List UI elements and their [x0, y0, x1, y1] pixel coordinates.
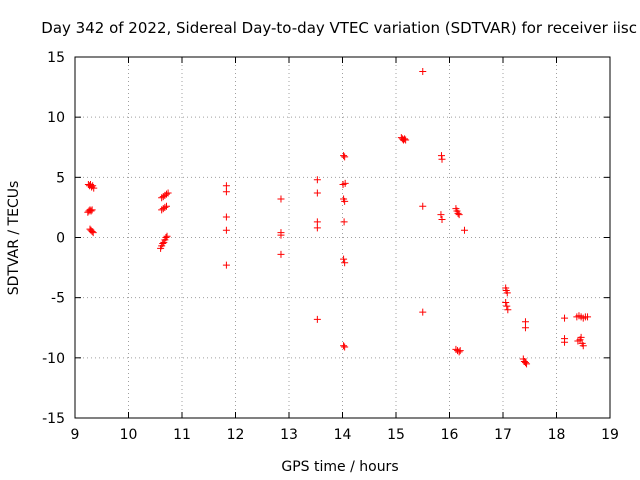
x-tick-label: 16 — [441, 427, 459, 443]
data-point — [503, 302, 511, 310]
data-point — [277, 195, 285, 203]
x-axis-label: GPS time / hours — [281, 459, 398, 475]
data-point — [87, 207, 95, 215]
x-tick-label: 12 — [227, 427, 245, 443]
data-point — [222, 261, 230, 269]
data-point — [419, 202, 427, 210]
data-point — [561, 314, 569, 322]
x-tick-label: 9 — [71, 427, 80, 443]
x-tick-label: 14 — [334, 427, 352, 443]
y-tick-label: 10 — [47, 110, 65, 126]
data-point — [88, 206, 96, 214]
data-point — [577, 333, 585, 341]
data-point — [455, 211, 463, 219]
data-point — [438, 215, 446, 223]
data-point — [502, 298, 510, 306]
x-tick-label: 13 — [280, 427, 298, 443]
y-tick-labels: -15 -10 -5 0 5 10 15 — [42, 50, 65, 427]
data-point — [504, 306, 512, 314]
data-point — [277, 231, 285, 239]
data-point — [313, 315, 321, 323]
data-point — [521, 324, 529, 332]
y-tick-label: 15 — [47, 50, 65, 66]
y-tick-label: -5 — [51, 291, 65, 307]
data-point — [419, 67, 427, 75]
data-point — [523, 360, 531, 368]
data-point — [401, 135, 409, 143]
x-tick-label: 19 — [601, 427, 619, 443]
data-point — [313, 189, 321, 197]
data-point — [313, 218, 321, 226]
data-point — [437, 211, 445, 219]
data-point — [277, 250, 285, 258]
data-point — [222, 213, 230, 221]
data-point — [164, 189, 172, 197]
data-point — [313, 176, 321, 184]
data-points — [84, 67, 592, 368]
data-point — [341, 343, 349, 351]
data-point — [161, 203, 169, 211]
data-point — [163, 232, 171, 240]
data-point — [162, 234, 170, 241]
y-axis-label: SDTVAR / TECUs — [6, 181, 22, 296]
data-point — [88, 227, 96, 235]
data-point — [561, 338, 569, 346]
x-tick-labels: 9 10 11 12 13 14 15 16 17 18 19 — [71, 427, 619, 443]
x-tick-label: 17 — [494, 427, 512, 443]
data-point — [460, 226, 468, 234]
data-point — [521, 359, 529, 367]
axis-ticks — [74, 56, 611, 419]
data-point — [456, 347, 464, 355]
data-point — [159, 240, 167, 248]
grid — [75, 57, 610, 418]
data-point — [90, 184, 98, 192]
data-point — [89, 229, 97, 237]
y-tick-label: 5 — [56, 170, 65, 186]
data-point — [438, 155, 446, 163]
data-point — [162, 202, 170, 210]
data-point — [454, 209, 462, 217]
y-tick-label: -15 — [42, 411, 65, 427]
data-point — [455, 348, 463, 356]
data-point — [222, 182, 230, 190]
data-point — [402, 136, 410, 144]
data-point — [340, 152, 348, 160]
data-point — [341, 197, 349, 205]
data-point — [340, 342, 348, 350]
x-tick-label: 11 — [173, 427, 191, 443]
data-point — [340, 255, 348, 263]
data-point — [162, 190, 170, 198]
data-point — [437, 152, 445, 160]
data-point — [341, 259, 349, 267]
data-point — [341, 153, 349, 161]
y-tick-label: 0 — [56, 231, 65, 247]
data-point — [340, 218, 348, 226]
data-point — [222, 226, 230, 234]
x-tick-label: 18 — [548, 427, 566, 443]
chart-title: Day 342 of 2022, Sidereal Day-to-day VTE… — [41, 19, 637, 37]
data-point — [341, 179, 349, 187]
data-point — [503, 289, 511, 297]
data-point — [584, 313, 592, 321]
x-tick-label: 15 — [387, 427, 405, 443]
data-point — [579, 342, 587, 350]
data-point — [419, 308, 427, 316]
data-point — [222, 188, 230, 196]
x-tick-label: 10 — [120, 427, 138, 443]
data-point — [521, 318, 529, 326]
data-point — [313, 224, 321, 232]
y-tick-label: -10 — [42, 351, 65, 367]
